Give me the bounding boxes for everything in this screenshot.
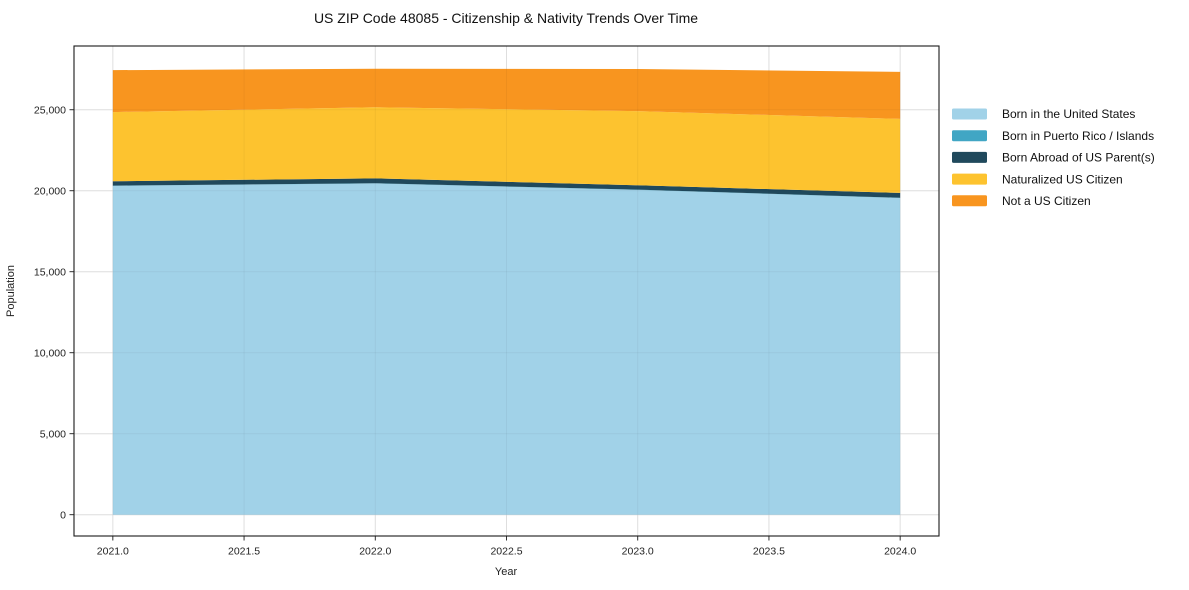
series-area-4 (112, 107, 901, 193)
legend-swatch (952, 108, 987, 120)
legend-label: Born in the United States (1002, 107, 1135, 121)
legend-label: Born Abroad of US Parent(s) (1002, 151, 1155, 165)
x-axis-label: Year (495, 566, 518, 578)
stacked-areas (112, 68, 901, 515)
legend-item: Naturalized US Citizen (952, 172, 1123, 186)
legend-label: Born in Puerto Rico / Islands (1002, 129, 1154, 143)
gridlines-overlay (74, 46, 939, 536)
y-tick-label: 10,000 (34, 347, 66, 359)
x-tick-label: 2022.0 (359, 546, 391, 558)
series-area-3 (112, 178, 901, 198)
chart-title: US ZIP Code 48085 - Citizenship & Nativi… (314, 10, 698, 26)
y-axis-label: Population (5, 265, 17, 317)
legend: Born in the United States Born in Puerto … (952, 107, 1155, 208)
y-tick-label: 25,000 (34, 104, 66, 116)
legend-item: Born Abroad of US Parent(s) (952, 151, 1155, 165)
x-tick-label: 2024.0 (884, 546, 916, 558)
y-tick-label: 20,000 (34, 185, 66, 197)
x-tick-label: 2023.5 (753, 546, 785, 558)
legend-item: Not a US Citizen (952, 194, 1091, 208)
y-tick-label: 5,000 (40, 428, 66, 440)
legend-swatch (952, 130, 987, 142)
x-tick-label: 2023.0 (622, 546, 654, 558)
y-tick-label: 15,000 (34, 266, 66, 278)
series-area-5 (112, 68, 901, 119)
axis-tick-labels: 2021.0 2021.5 2022.0 2022.5 2023.0 2023.5 2024… (34, 104, 916, 557)
x-tick-label: 2021.0 (97, 546, 129, 558)
legend-label: Naturalized US Citizen (1002, 172, 1123, 186)
x-tick-label: 2021.5 (228, 546, 260, 558)
legend-swatch (952, 173, 987, 185)
legend-swatch (952, 151, 987, 163)
series-area-1 (112, 183, 901, 515)
x-tick-label: 2022.5 (490, 546, 522, 558)
legend-item: Born in the United States (952, 107, 1135, 121)
y-tick-label: 0 (60, 509, 66, 521)
legend-swatch (952, 195, 987, 207)
legend-label: Not a US Citizen (1002, 194, 1091, 208)
axis-ticks (69, 109, 901, 541)
legend-item: Born in Puerto Rico / Islands (952, 129, 1154, 143)
